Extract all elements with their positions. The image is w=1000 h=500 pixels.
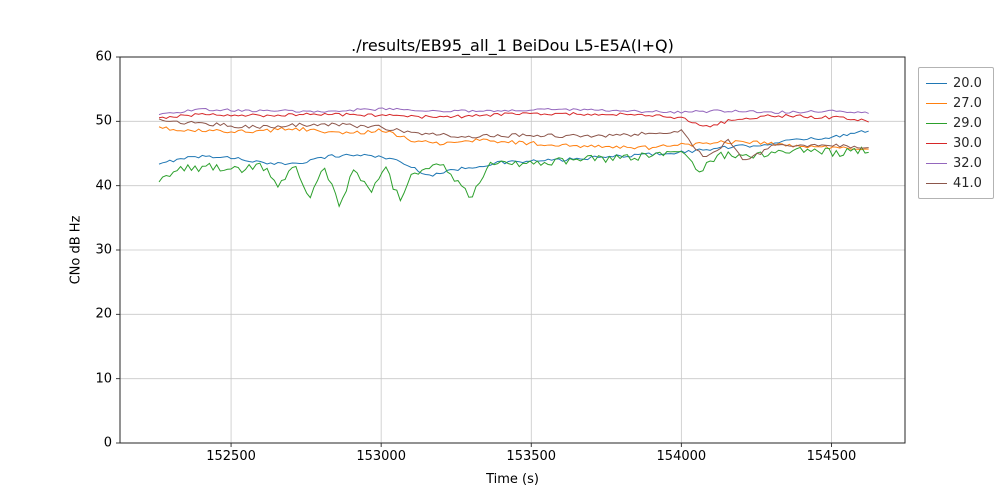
x-axis-label: Time (s)	[486, 472, 539, 487]
legend-line-swatch	[926, 162, 947, 164]
chart-title: ./results/EB95_all_1 BeiDou L5-E5A(I+Q)	[351, 36, 674, 55]
legend-label: 20.0	[953, 75, 982, 91]
legend-entry: 29.0	[926, 113, 985, 133]
legend-line-swatch	[926, 182, 947, 184]
legend-label: 27.0	[953, 95, 982, 111]
legend: 20.0 27.0 29.0 30.0 32.0 41.0	[918, 67, 994, 199]
legend-line-swatch	[926, 102, 947, 104]
legend-label: 41.0	[953, 175, 982, 191]
legend-entry: 27.0	[926, 93, 985, 113]
legend-line-swatch	[926, 82, 947, 84]
legend-entry: 30.0	[926, 133, 985, 153]
legend-label: 30.0	[953, 135, 982, 151]
legend-entry: 32.0	[926, 153, 985, 173]
y-axis-label: CNo dB Hz	[68, 215, 84, 285]
legend-label: 32.0	[953, 155, 982, 171]
legend-line-swatch	[926, 122, 947, 124]
legend-entry: 20.0	[926, 73, 985, 93]
legend-label: 29.0	[953, 115, 982, 131]
legend-entry: 41.0	[926, 173, 985, 193]
legend-line-swatch	[926, 142, 947, 144]
